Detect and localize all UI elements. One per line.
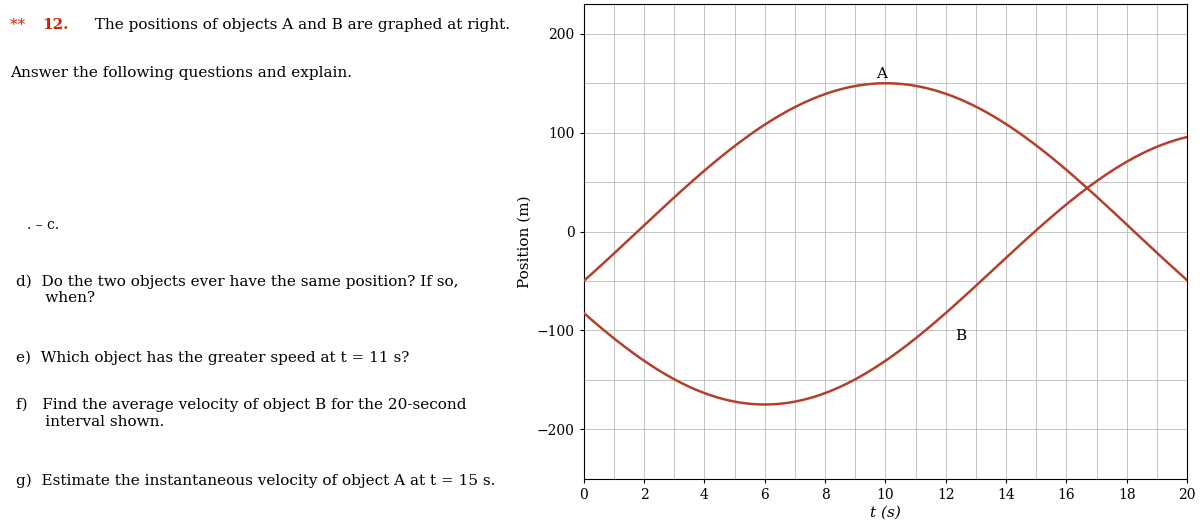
Y-axis label: Position (m): Position (m) bbox=[517, 195, 532, 288]
Text: d)  Do the two objects ever have the same position? If so,
      when?: d) Do the two objects ever have the same… bbox=[16, 275, 458, 305]
Text: f)   Find the average velocity of object B for the 20-second
      interval show: f) Find the average velocity of object B… bbox=[16, 398, 467, 429]
Text: g)  Estimate the instantaneous velocity of object A at t = 15 s.: g) Estimate the instantaneous velocity o… bbox=[16, 474, 496, 488]
Text: **: ** bbox=[10, 18, 30, 32]
Text: B: B bbox=[955, 329, 966, 343]
Text: A: A bbox=[876, 67, 887, 81]
X-axis label: t (s): t (s) bbox=[870, 506, 901, 520]
Text: 12.: 12. bbox=[42, 18, 68, 32]
Text: e)  Which object has the greater speed at t = 11 s?: e) Which object has the greater speed at… bbox=[16, 351, 409, 365]
Text: The positions of objects A and B are graphed at right.: The positions of objects A and B are gra… bbox=[85, 18, 510, 32]
Text: . – c.: . – c. bbox=[28, 217, 60, 232]
Text: Answer the following questions and explain.: Answer the following questions and expla… bbox=[10, 66, 352, 80]
